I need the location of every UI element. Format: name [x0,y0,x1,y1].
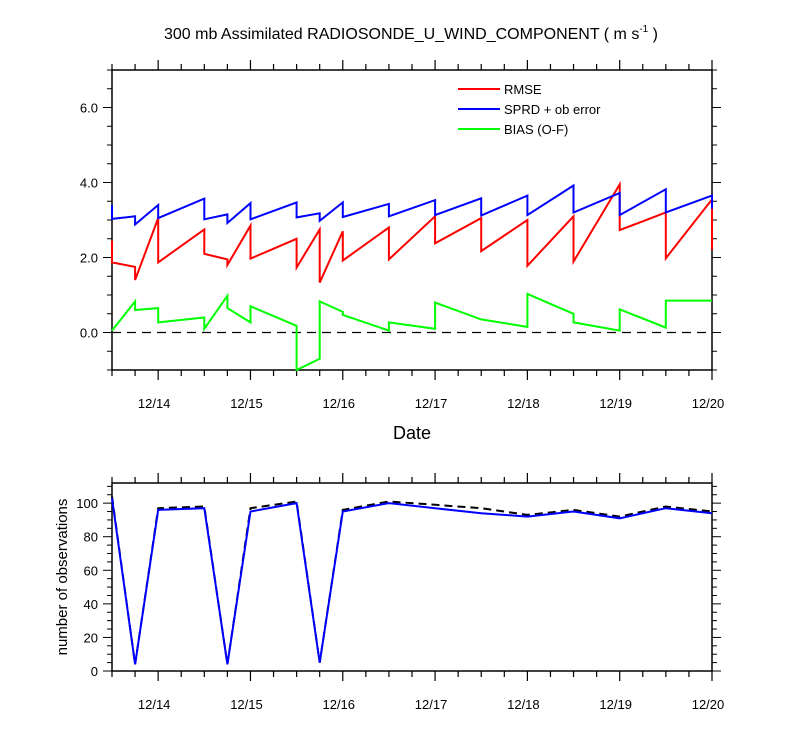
top-series-line-2 [111,292,712,372]
bottom-x-tick-label: 12/17 [415,697,448,712]
top-x-tick-label: 12/14 [138,396,171,411]
bottom-x-tick-label: 12/15 [230,697,263,712]
legend-label-1: SPRD + ob error [504,102,601,117]
top-x-tick-label: 12/18 [507,396,540,411]
bottom-x-tick-label: 12/14 [138,697,171,712]
top-ticks: 0.0 2.0 4.0 6.0 12/14 12/15 12/16 12/17 12/18 12/… [80,60,724,411]
bottom-series-lines [111,496,713,665]
x-axis-title: Date [393,423,431,443]
bottom-ticks: 0 20 40 60 80 100 12/14 12/15 12/16 12/17 12/18 12/… [76,473,724,712]
bottom-y-tick-label: 80 [84,530,98,545]
legend-label-2: BIAS (O-F) [504,122,568,137]
top-x-tick-label: 12/16 [322,396,355,411]
top-series-line-1 [111,183,713,227]
top-y-tick-label: 2.0 [80,251,98,266]
top-x-tick-label: 12/20 [692,396,725,411]
bottom-x-tick-label: 12/18 [507,697,540,712]
top-x-tick-label: 12/19 [599,396,632,411]
top-series-line-0 [111,180,713,284]
top-y-tick-label: 4.0 [80,176,98,191]
bottom-y-tick-label: 20 [84,630,98,645]
top-y-tick-label: 0.0 [80,326,98,341]
chart-title: 300 mb Assimilated RADIOSONDE_U_WIND_COM… [164,24,658,43]
bottom-y-tick-label: 40 [84,597,98,612]
top-y-tick-label: 6.0 [80,101,98,116]
chart-title-main: 300 mb Assimilated RADIOSONDE_U_WIND_COM… [164,26,639,43]
bottom-y-tick-label: 0 [91,664,98,679]
chart-title-end: ) [648,26,658,43]
bottom-x-tick-label: 12/20 [692,697,725,712]
bottom-panel: 0 20 40 60 80 100 12/14 12/15 12/16 12/17 12/18 12/… [54,473,724,712]
legend-label-0: RMSE [504,82,542,97]
top-series-lines [111,180,713,372]
legend: RMSE SPRD + ob error BIAS (O-F) [458,82,601,137]
y-axis-title-observations: number of observations [54,499,71,656]
top-x-tick-label: 12/15 [230,396,263,411]
bottom-series-line-0 [111,496,713,665]
top-x-tick-label: 12/17 [415,396,448,411]
top-panel: 300 mb Assimilated RADIOSONDE_U_WIND_COM… [80,24,724,443]
bottom-plot-frame [111,482,713,672]
bottom-y-tick-label: 100 [76,496,98,511]
bottom-x-tick-label: 12/16 [322,697,355,712]
bottom-x-tick-label: 12/19 [599,697,632,712]
bottom-y-tick-label: 60 [84,563,98,578]
bottom-series-line-1 [111,497,713,665]
chart-title-unit-superscript: -1 [639,24,648,35]
